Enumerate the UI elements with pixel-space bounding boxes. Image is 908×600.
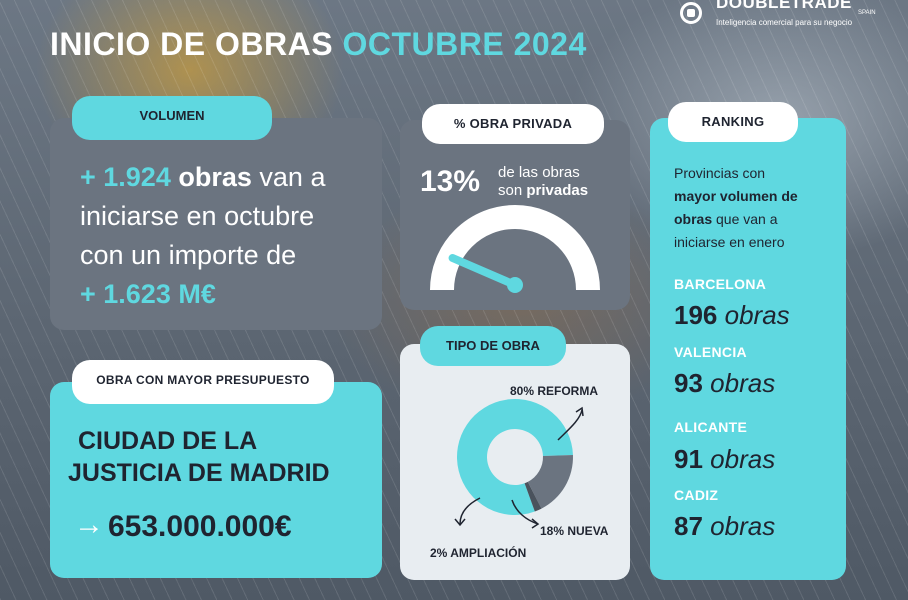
ranking-province-1: BARCELONA xyxy=(674,276,767,292)
arrow-ampliacion-icon xyxy=(459,497,481,525)
volumen-count: + 1.924 xyxy=(80,162,171,192)
gauge-needle xyxy=(448,253,519,289)
tipo-card xyxy=(400,344,630,580)
logo-region: SPAIN xyxy=(858,10,876,16)
tipo-donut-chart xyxy=(457,399,573,515)
ranking-province-3: ALICANTE xyxy=(674,419,748,435)
privada-percent: 13% xyxy=(420,165,481,198)
title-cyan: OCTUBRE 2024 xyxy=(342,26,587,62)
tipo-label-reforma: 80% REFORMA xyxy=(510,384,599,398)
volumen-label: VOLUMEN xyxy=(72,96,272,140)
ranking-intro-line1: Provincias con xyxy=(674,165,766,181)
privada-label: % OBRA PRIVADA xyxy=(422,104,604,144)
ranking-province-2: VALENCIA xyxy=(674,344,747,360)
volumen-text: + 1.924 obras van a iniciarse en octubre… xyxy=(80,158,370,314)
ranking-label: RANKING xyxy=(668,102,798,142)
ranking-intro: Provincias con mayor volumen de obras qu… xyxy=(674,162,834,254)
ranking-value-1: 196 obras xyxy=(674,300,790,330)
privada-text-pre: son xyxy=(498,182,523,199)
volumen-rest: van a xyxy=(259,162,326,192)
volumen-line2: iniciarse en octubre xyxy=(80,201,315,231)
privada-gauge xyxy=(430,205,600,293)
presupuesto-name-line2: JUSTICIA DE MADRID xyxy=(68,459,330,487)
volumen-amount: + 1.623 M€ xyxy=(80,279,216,309)
privada-text-bold: privadas xyxy=(526,182,589,199)
arrow-nueva-icon xyxy=(511,499,539,525)
volumen-card xyxy=(50,118,382,330)
arrow-reforma-icon xyxy=(557,409,583,441)
ranking-value-4: 87 obras xyxy=(674,511,776,541)
logo-icon xyxy=(680,2,702,24)
tipo-label-nueva: 18% NUEVA xyxy=(540,524,609,538)
logo-name: DOUBLETRADE xyxy=(716,0,852,12)
ranking-card xyxy=(650,118,846,580)
donut-slice-ampliación xyxy=(524,481,542,512)
ranking-intro-line3: que van a xyxy=(716,211,778,227)
volumen-line3: con un importe de xyxy=(80,240,297,270)
logo-tagline: Inteligencia comercial para su negocio xyxy=(716,18,853,27)
ranking-intro-bold2: obras xyxy=(674,211,713,227)
gauge-hub xyxy=(507,277,523,293)
presupuesto-amount: 653.000.000€ xyxy=(108,510,292,543)
privada-text-line1: de las obras xyxy=(498,164,580,181)
privada-text: de las obras son privadas xyxy=(498,164,588,200)
page-title: INICIO DE OBRAS OCTUBRE 2024 xyxy=(50,26,587,63)
tipo-arrows xyxy=(454,406,584,529)
presupuesto-name: CIUDAD DE LA JUSTICIA DE MADRID xyxy=(68,425,330,489)
presupuesto-name-line1: CIUDAD DE LA xyxy=(78,427,258,455)
ranking-province-4: CADIZ xyxy=(674,487,719,503)
volumen-obras: obras xyxy=(178,162,252,192)
ranking-intro-line4: iniciarse en enero xyxy=(674,234,785,250)
tipo-label: TIPO DE OBRA xyxy=(420,326,566,366)
brand-logo: DOUBLETRADE SPAIN Inteligencia comercial… xyxy=(680,0,890,30)
ranking-value-2: 93 obras xyxy=(674,368,776,398)
presupuesto-card xyxy=(50,382,382,578)
title-white: INICIO DE OBRAS xyxy=(50,26,334,62)
arrow-right-icon: → xyxy=(74,508,104,541)
donut-slice-nueva xyxy=(527,454,573,509)
ranking-value-3: 91 obras xyxy=(674,444,776,474)
presupuesto-label: OBRA CON MAYOR PRESUPUESTO xyxy=(72,360,334,404)
donut-slice-reforma xyxy=(457,399,573,515)
tipo-label-ampliacion: 2% AMPLIACIÓN xyxy=(430,546,527,560)
ranking-intro-bold1: mayor volumen de xyxy=(674,188,798,204)
